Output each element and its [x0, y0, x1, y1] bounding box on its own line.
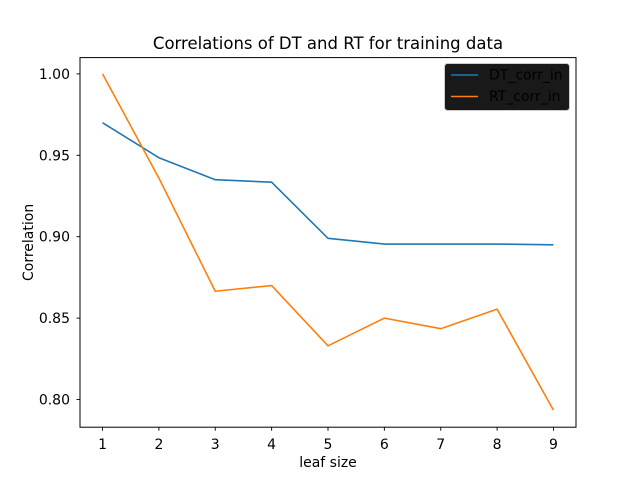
x-tick-label: 8: [493, 437, 502, 453]
series-line-dt-corr-in: [102, 122, 554, 246]
y-tick-label: 1.00: [39, 67, 70, 83]
legend-label-rt-corr-in: RT_corr_in: [489, 89, 561, 105]
chart-title: Correlations of DT and RT for training d…: [153, 34, 503, 53]
x-tick-label: 3: [211, 437, 220, 453]
y-tick-label: 0.95: [39, 148, 70, 164]
x-tick-label: 1: [98, 437, 107, 453]
x-tick-label: 6: [380, 437, 389, 453]
x-tick-label: 2: [154, 437, 163, 453]
data-series: [101, 73, 555, 411]
legend-label-dt-corr-in: DT_corr_in: [489, 68, 563, 84]
x-tick-label: 7: [436, 437, 445, 453]
y-axis-label: Correlation: [21, 204, 37, 281]
y-tick-label: 0.80: [39, 393, 70, 409]
x-axis-ticks: 1 2 3 4 5 6 7 8 9: [98, 427, 558, 453]
plot-area: [79, 57, 577, 428]
y-tick-label: 0.85: [39, 311, 70, 327]
y-axis-ticks: 0.80 0.85 0.90 0.95 1.00: [39, 67, 80, 409]
legend: DT_corr_in RT_corr_in: [444, 63, 570, 111]
y-tick-label: 0.90: [39, 230, 70, 246]
series-line-rt-corr-in: [101, 73, 555, 411]
x-tick-label: 5: [324, 437, 333, 453]
x-axis-label: leaf size: [299, 455, 357, 471]
x-tick-label: 4: [267, 437, 276, 453]
x-tick-label: 9: [549, 437, 558, 453]
